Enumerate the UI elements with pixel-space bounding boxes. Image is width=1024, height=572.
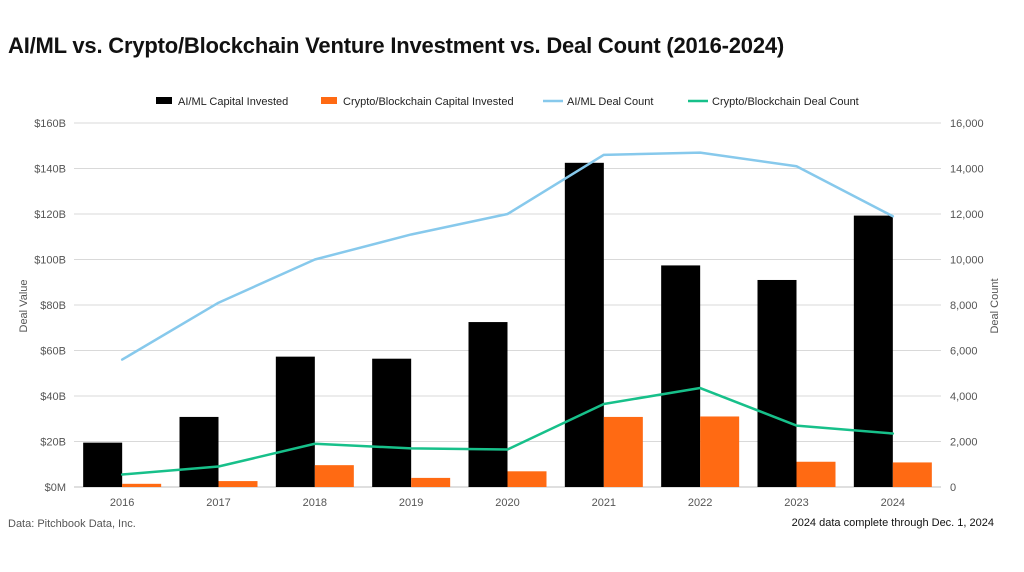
x-tick-label: 2016 [110, 497, 134, 509]
x-tick-label: 2023 [784, 497, 808, 509]
y-tick-label-right: 2,000 [950, 437, 978, 449]
chart-title: AI/ML vs. Crypto/Blockchain Venture Inve… [8, 33, 785, 58]
bar-ai-ml-capital [757, 279, 797, 487]
legend: AI/ML Capital Invested Crypto/Blockchain … [156, 96, 859, 108]
bar-crypto-capital [892, 462, 932, 487]
x-tick-label: 2024 [881, 497, 905, 509]
y-tick-label-right: 10,000 [950, 255, 984, 267]
y-tick-label-right: 14,000 [950, 164, 984, 176]
x-tick-label: 2017 [206, 497, 230, 509]
bar-ai-ml-capital [661, 265, 701, 487]
y-tick-label-right: 4,000 [950, 391, 978, 403]
bar-crypto-capital [122, 483, 162, 487]
y-axis-right-ticks: 0 2,000 4,000 6,000 8,000 10,000 12,000 14,000 1… [950, 118, 984, 494]
y-tick-label-right: 0 [950, 482, 956, 494]
y-tick-label-left: $20B [40, 437, 66, 449]
source-note: Data: Pitchbook Data, Inc. [8, 518, 136, 530]
bar-crypto-capital [507, 471, 547, 487]
y-tick-label-left: $40B [40, 391, 66, 403]
y-tick-label-right: 16,000 [950, 118, 984, 130]
data-completeness-note: 2024 data complete through Dec. 1, 2024 [791, 517, 994, 529]
legend-swatch [321, 97, 337, 104]
y-tick-label-left: $0M [45, 482, 66, 494]
bar-crypto-capital [411, 477, 451, 487]
bar-ai-ml-capital [275, 356, 315, 487]
bar-ai-ml-capital [564, 162, 604, 487]
y-tick-label-left: $140B [34, 164, 66, 176]
x-tick-label: 2018 [303, 497, 327, 509]
y-tick-label-right: 8,000 [950, 300, 978, 312]
legend-label: AI/ML Deal Count [567, 96, 653, 108]
x-tick-label: 2019 [399, 497, 423, 509]
bar-crypto-capital [796, 461, 836, 487]
y-tick-label-right: 12,000 [950, 209, 984, 221]
y-tick-label-left: $120B [34, 209, 66, 221]
bar-ai-ml-capital [179, 416, 219, 487]
y-axis-label-left: Deal Value [18, 280, 30, 333]
y-axis-left-ticks: $0M $20B $40B $60B $80B $100B $120B $140B $160B [34, 118, 66, 494]
y-tick-label-right: 6,000 [950, 346, 978, 358]
x-tick-label: 2022 [688, 497, 712, 509]
bar-ai-ml-capital [468, 322, 508, 487]
bar-ai-ml-capital [853, 215, 893, 487]
bar-ai-ml-capital [372, 358, 412, 487]
y-tick-label-left: $160B [34, 118, 66, 130]
legend-label: Crypto/Blockchain Capital Invested [343, 96, 514, 108]
x-tick-label: 2020 [495, 497, 519, 509]
y-tick-label-left: $80B [40, 300, 66, 312]
lines [120, 151, 895, 476]
bar-crypto-capital [218, 481, 258, 487]
y-axis-label-right: Deal Count [989, 278, 1001, 333]
legend-swatch [156, 97, 172, 104]
legend-label: AI/ML Capital Invested [178, 96, 288, 108]
line-ai-ml-deal-count [120, 151, 895, 361]
y-tick-label-left: $100B [34, 255, 66, 267]
x-axis-ticks: 2016 2017 2018 2019 2020 2021 2022 2023 2024 [110, 497, 905, 509]
legend-label: Crypto/Blockchain Deal Count [712, 96, 859, 108]
bars [83, 162, 932, 487]
bar-crypto-capital [314, 465, 354, 487]
line-crypto-deal-count [120, 386, 895, 476]
y-tick-label-left: $60B [40, 346, 66, 358]
x-tick-label: 2021 [592, 497, 616, 509]
bar-crypto-capital [700, 416, 740, 487]
bar-ai-ml-capital [83, 442, 123, 487]
bar-crypto-capital [603, 416, 643, 487]
